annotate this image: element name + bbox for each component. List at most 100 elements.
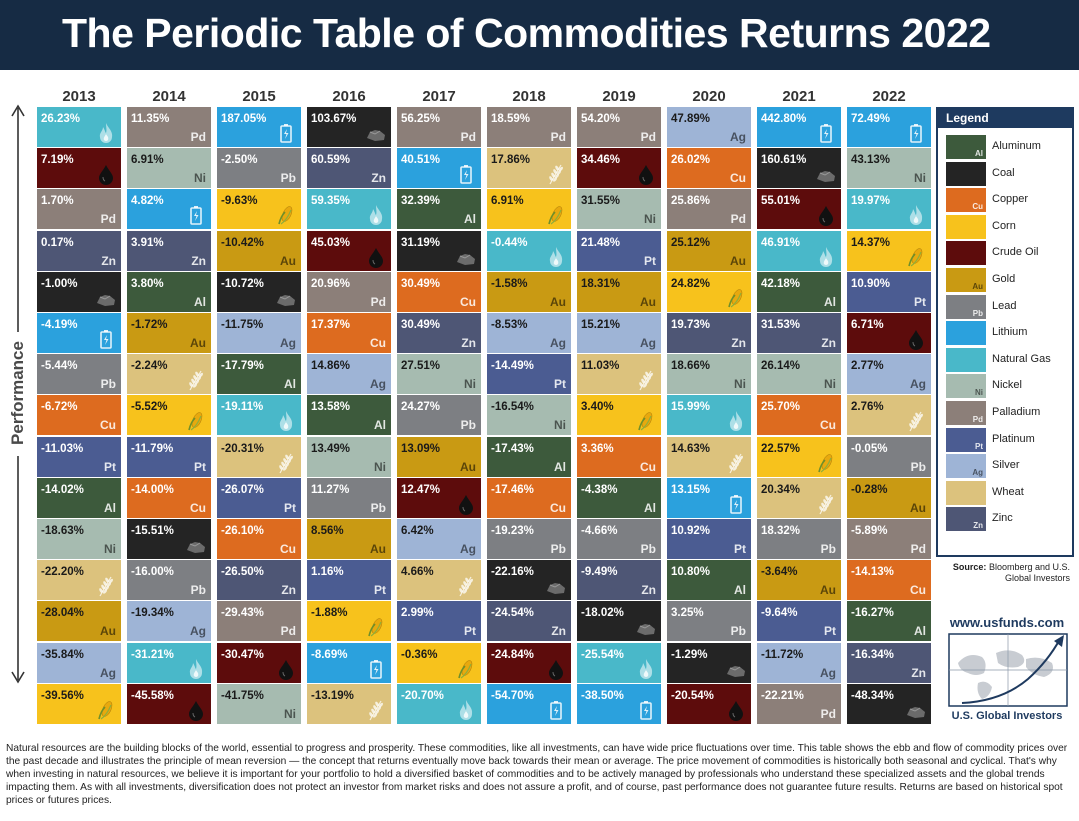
return-value: 32.39%	[401, 195, 441, 208]
commodity-returns-table: 2013 26.23% 7.19% 1.70% Pd 0.17% Zn -1.00% -4.19…	[37, 88, 931, 724]
legend-swatch: Ag	[946, 454, 986, 479]
cell-gold: -1.72% Au	[127, 313, 211, 353]
cell-wheat: -22.20%	[37, 560, 121, 601]
corn-icon	[725, 287, 747, 309]
return-value: 187.05%	[221, 113, 267, 125]
return-value: 3.25%	[671, 607, 704, 620]
battery-icon	[455, 163, 477, 185]
element-symbol: Ag	[730, 130, 746, 144]
element-symbol: Pb	[190, 583, 206, 598]
return-value: 13.49%	[311, 442, 351, 455]
return-value: 46.91%	[761, 236, 801, 249]
cell-palladium: 1.70% Pd	[37, 189, 121, 230]
return-value: -30.47%	[221, 648, 264, 661]
cell-zinc: -16.34% Zn	[847, 642, 931, 683]
cell-zinc: 31.53% Zn	[757, 313, 841, 353]
return-value: 25.86%	[671, 195, 711, 208]
return-value: 8.56%	[311, 525, 344, 537]
cell-platinum: 10.90% Pt	[847, 271, 931, 312]
page-title: The Periodic Table of Commodities Return…	[62, 10, 991, 56]
return-value: 22.57%	[761, 442, 801, 455]
cell-crude-oil: 7.19%	[37, 148, 121, 189]
source-label: Source:	[952, 562, 987, 572]
return-value: -14.49%	[491, 360, 534, 373]
oil-drop-icon	[365, 246, 387, 268]
cell-lead: 18.32% Pb	[757, 519, 841, 559]
return-value: -54.70%	[491, 689, 534, 702]
wheat-icon	[455, 575, 477, 597]
return-value: -1.88%	[311, 607, 348, 620]
oil-drop-icon	[275, 658, 297, 680]
legend-item-zinc: Zn Zinc	[946, 507, 1072, 532]
element-symbol: Au	[280, 253, 296, 268]
cell-lead: -4.66% Pb	[577, 519, 661, 559]
battery-icon	[545, 699, 567, 721]
cell-nickel: -41.75% Ni	[217, 683, 301, 724]
element-symbol: Cu	[820, 418, 836, 433]
flame-icon	[365, 204, 387, 226]
element-symbol: Zn	[371, 171, 386, 186]
element-symbol: Au	[820, 583, 836, 598]
element-symbol: Al	[734, 583, 746, 598]
cell-natural-gas: -19.11%	[217, 395, 301, 436]
cell-copper: 17.37% Cu	[307, 313, 391, 353]
cell-crude-oil: -45.58%	[127, 683, 211, 724]
return-value: -5.89%	[851, 525, 888, 537]
cell-nickel: 18.66% Ni	[667, 354, 751, 395]
element-symbol: Pb	[820, 542, 836, 556]
cell-lithium: 4.82%	[127, 189, 211, 230]
return-value: -22.16%	[491, 566, 534, 579]
element-symbol: Al	[104, 500, 116, 515]
cell-coal: -10.72%	[217, 271, 301, 312]
element-symbol: Au	[550, 294, 566, 309]
cell-wheat: 2.76%	[847, 395, 931, 436]
return-value: 2.77%	[851, 360, 884, 373]
cell-wheat: 20.34%	[757, 477, 841, 518]
cell-coal: -22.16%	[487, 560, 571, 601]
cell-nickel: 6.91% Ni	[127, 148, 211, 189]
cell-palladium: -22.21% Pd	[757, 683, 841, 724]
return-value: 59.35%	[311, 195, 351, 208]
cell-zinc: -26.50% Zn	[217, 560, 301, 601]
return-value: 30.49%	[401, 319, 441, 331]
return-value: 25.12%	[671, 236, 711, 249]
return-value: 14.86%	[311, 360, 351, 373]
return-value: 20.96%	[311, 277, 351, 290]
cell-gold: 18.31% Au	[577, 271, 661, 312]
return-value: 26.02%	[671, 154, 711, 167]
return-value: -1.29%	[671, 648, 708, 661]
cell-lead: -2.50% Pb	[217, 148, 301, 189]
cell-zinc: -9.49% Zn	[577, 560, 661, 601]
return-value: 17.86%	[491, 154, 531, 167]
wheat-icon	[365, 699, 387, 721]
element-symbol: Ni	[914, 171, 926, 186]
cell-lead: 24.27% Pb	[397, 395, 481, 436]
return-value: 12.47%	[401, 483, 441, 496]
return-value: -10.42%	[221, 236, 264, 249]
corn-icon	[545, 204, 567, 226]
wheat-icon	[545, 163, 567, 185]
element-symbol: Cu	[550, 500, 566, 515]
element-symbol: Ag	[640, 336, 656, 350]
return-value: -15.51%	[131, 525, 174, 537]
cell-aluminum: 32.39% Al	[397, 189, 481, 230]
coal-icon	[365, 122, 387, 144]
cell-corn: 22.57%	[757, 436, 841, 477]
element-symbol: Ni	[644, 212, 656, 227]
cell-lithium: 187.05%	[217, 107, 301, 147]
legend-symbol: Pd	[972, 415, 983, 424]
legend-swatch: Pb	[946, 294, 986, 319]
return-value: -41.75%	[221, 689, 264, 702]
return-value: 31.55%	[581, 195, 621, 208]
return-value: -29.43%	[221, 607, 264, 620]
return-value: -45.58%	[131, 689, 174, 702]
return-value: -16.00%	[131, 566, 174, 579]
cell-lithium: 442.80%	[757, 107, 841, 147]
cell-lead: -0.05% Pb	[847, 436, 931, 477]
element-symbol: Zn	[101, 253, 116, 268]
element-symbol: Pb	[370, 500, 386, 515]
battery-icon	[95, 328, 117, 350]
return-value: 13.15%	[671, 483, 711, 496]
coal-icon	[815, 163, 837, 185]
element-symbol: Pb	[730, 624, 746, 639]
